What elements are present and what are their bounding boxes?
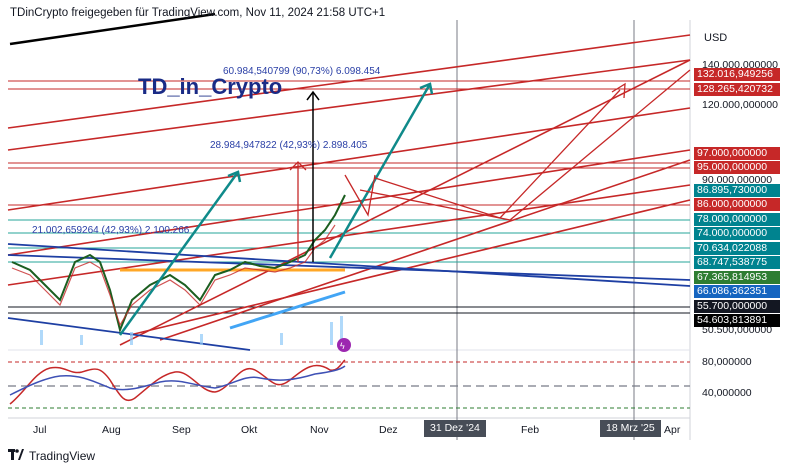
measure-annotation-mid: 28.984,947822 (42,93%) 2.898.405 [210, 140, 368, 151]
time-tick: Apr [664, 424, 681, 436]
measure-annotation-top: 60.984,540799 (90,73%) 6.098.454 [223, 66, 381, 77]
price-label: 86.895,730000 [694, 184, 780, 197]
price-tick: 120.000,000000 [702, 99, 778, 111]
price-label: 68.747,538775 [694, 256, 780, 269]
price-tick: 50.500,000000 [702, 324, 773, 336]
chart-header: TDinCrypto freigegeben für TradingView.c… [10, 7, 386, 19]
time-tick: Feb [521, 424, 540, 436]
author-watermark: TD_in_Crypto [138, 74, 283, 99]
time-tick: Nov [310, 424, 329, 436]
price-label: 54.603,813891 [694, 314, 780, 327]
candle-series [11, 194, 346, 334]
time-tick: Dez [379, 424, 398, 436]
price-label: 128.265,420732 [694, 83, 780, 96]
time-tick: Aug [102, 424, 121, 436]
time-tick: Jul [33, 424, 47, 436]
time-tick: Okt [241, 424, 258, 436]
price-label: 95.000,000000 [694, 161, 780, 174]
price-label: 55.700,000000 [694, 300, 780, 313]
price-label: 86.000,000000 [694, 198, 780, 211]
price-label: 70.634,022088 [694, 242, 780, 255]
time-tick: Sep [172, 424, 191, 436]
measure-annotation-low: 21.002,659264 (42,93%) 2.100.266 [32, 225, 190, 236]
oscillator-tick: 80,000000 [702, 356, 752, 368]
price-tick: 90.000,000000 [702, 174, 773, 186]
price-label: 132.016,949256 [694, 68, 780, 81]
currency-selector[interactable]: USD [704, 32, 728, 44]
price-label: 97.000,000000 [694, 147, 780, 160]
brand-name: TradingView [29, 449, 96, 463]
price-label: 67.365,814953 [694, 271, 780, 284]
price-label: 66.086,362351 [694, 285, 780, 298]
tradingview-logo-icon [8, 449, 24, 463]
time-marker-label: 31 Dez '24 [424, 420, 486, 437]
oscillator-tick: 40,000000 [702, 387, 752, 399]
svg-text:ϟ: ϟ [340, 341, 345, 351]
price-label: 74.000,000000 [694, 227, 780, 240]
price-label: 78.000,000000 [694, 213, 780, 226]
tradingview-brand[interactable]: TradingView [8, 449, 95, 463]
time-marker-label: 18 Mrz '25 [600, 420, 661, 437]
